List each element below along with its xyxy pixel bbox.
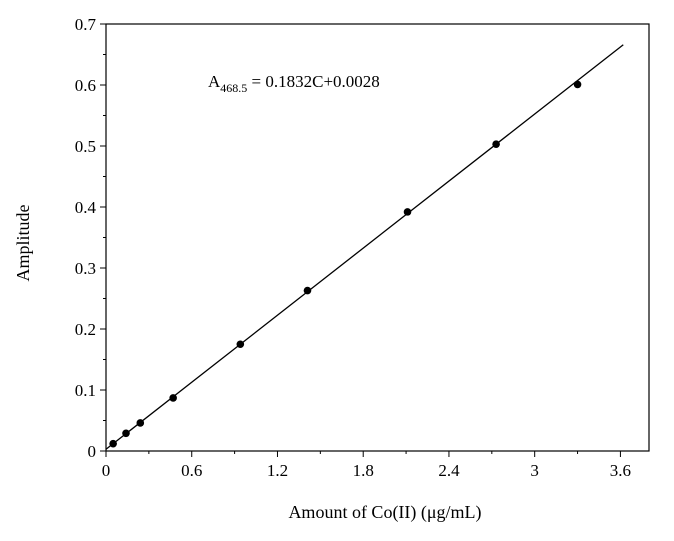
y-tick-label: 0: [88, 442, 97, 461]
y-tick-label: 0.4: [75, 198, 97, 217]
y-tick-label: 0.2: [75, 320, 96, 339]
ticks-group: 0 0.1 0.2 0.3 0.4 0.5 0.6 0.7 0 0.6 1.2 1.8 2.4 3 3.6: [75, 15, 631, 480]
x-tick-label: 0.6: [181, 461, 202, 480]
data-point: [169, 394, 177, 402]
data-points-group: [109, 80, 582, 448]
data-point: [303, 286, 312, 295]
x-tick-label: 3: [530, 461, 539, 480]
fit-equation-subscript: 468.5: [220, 81, 247, 95]
fit-equation: A468.5 = 0.1832C+0.0028: [208, 72, 380, 95]
x-tick-label: 0: [102, 461, 111, 480]
x-tick-label: 1.2: [267, 461, 288, 480]
fit-line: [105, 44, 624, 450]
data-point: [109, 439, 117, 448]
data-point: [122, 429, 130, 438]
y-tick-label: 0.5: [75, 137, 96, 156]
fit-equation-symbol: A: [208, 72, 221, 91]
data-point: [136, 419, 145, 427]
y-tick-label: 0.6: [75, 76, 96, 95]
y-tick-label: 0.3: [75, 259, 96, 278]
y-tick-label: 0.1: [75, 381, 96, 400]
x-tick-label: 3.6: [610, 461, 631, 480]
data-point: [573, 80, 582, 89]
x-tick-label: 2.4: [438, 461, 460, 480]
fit-line-group: [105, 44, 624, 450]
data-point: [403, 208, 412, 216]
x-tick-label: 1.8: [353, 461, 374, 480]
y-tick-label: 0.7: [75, 15, 97, 34]
data-point: [236, 340, 245, 349]
data-point: [492, 140, 500, 148]
y-axis-title: Amplitude: [13, 204, 33, 281]
x-axis-title: Amount of Co(II) (μg/mL): [288, 502, 481, 523]
fit-equation-rest: = 0.1832C+0.0028: [247, 72, 380, 91]
